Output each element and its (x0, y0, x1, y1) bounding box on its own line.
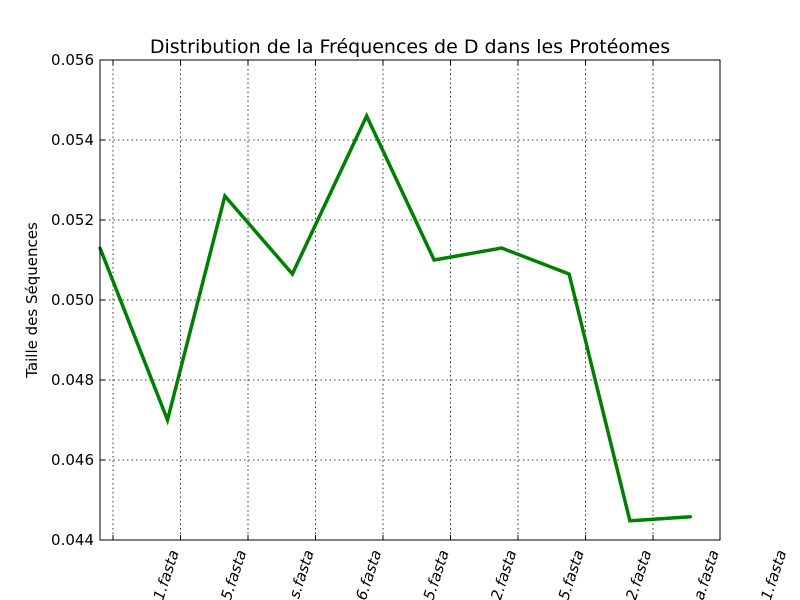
y-tick-label: 0.050 (51, 291, 94, 309)
y-axis-label: Taille des Séquences (23, 222, 41, 379)
x-tick-label: s.fasta (285, 548, 318, 600)
data-point (166, 418, 169, 422)
data-point (290, 272, 294, 276)
x-tick-label: 1.fasta (757, 548, 790, 600)
y-tick-label: 0.046 (51, 451, 94, 469)
data-point (223, 194, 227, 198)
x-tick-label: 5.fasta (420, 548, 453, 600)
y-tick-label: 0.054 (51, 131, 94, 149)
grid (100, 60, 720, 540)
x-tick-label: 5.fasta (555, 548, 588, 600)
x-tick-label: 1.fasta (150, 548, 183, 600)
series-line (98, 111, 691, 523)
x-tick-label: 2.fasta (487, 548, 520, 600)
x-tick-label: 6.fasta (352, 548, 385, 600)
x-axis-ticks: 1.fasta 5.fasta s.fasta 6.fasta 5.fasta 2.fas… (112, 60, 790, 600)
data-point (500, 246, 504, 250)
y-axis-ticks: 0.044 0.046 0.048 0.050 0.052 0.054 0.056 (51, 51, 720, 549)
data-point (628, 519, 632, 523)
data-point (567, 272, 571, 276)
data-point (689, 515, 693, 519)
y-tick-label: 0.056 (51, 51, 94, 69)
chart-title: Distribution de la Fréquences de D dans … (150, 36, 670, 58)
y-tick-label: 0.052 (51, 211, 94, 229)
x-tick-label: 5.fasta (217, 548, 250, 600)
data-point (432, 258, 436, 262)
x-tick-label: a.fasta (690, 548, 723, 600)
series-layer (98, 111, 693, 523)
data-point (365, 114, 369, 118)
y-tick-label: 0.048 (51, 371, 94, 389)
x-tick-label: 2.fasta (622, 548, 655, 600)
y-tick-label: 0.044 (51, 531, 94, 549)
